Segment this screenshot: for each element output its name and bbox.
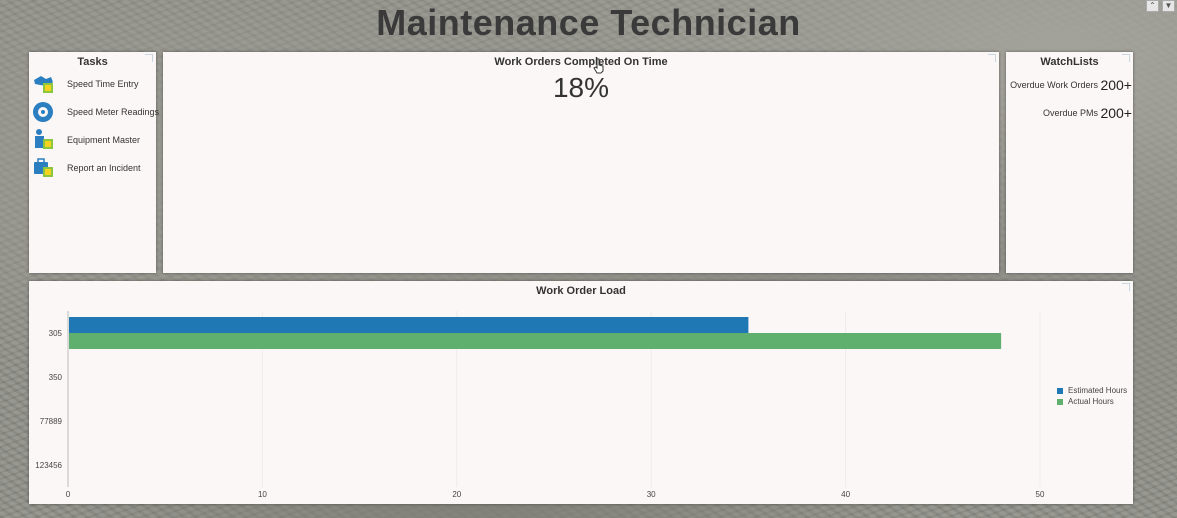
legend-item-actual[interactable]: Actual Hours xyxy=(1057,396,1127,407)
y-tick-label: 305 xyxy=(49,329,63,338)
incident-report-icon xyxy=(31,156,57,180)
estimated-hours-bar xyxy=(69,317,749,333)
filter-icon[interactable]: ▼ xyxy=(1162,0,1175,12)
x-tick-label: 10 xyxy=(258,490,267,499)
work-orders-panel: Work Orders Completed On Time 18% xyxy=(163,52,999,273)
x-tick-label: 40 xyxy=(841,490,850,499)
task-speed-meter-readings[interactable]: Speed Meter Readings xyxy=(31,100,159,124)
work-order-load-chart: 0 10 20 30 40 50 305 350 77889 123456 xyxy=(35,311,1045,499)
time-entry-icon xyxy=(31,72,57,96)
x-tick-label: 20 xyxy=(452,490,461,499)
watchlist-overdue-pms[interactable]: Overdue PMs 200+ xyxy=(1006,105,1133,121)
legend-swatch xyxy=(1057,387,1063,394)
expand-icon[interactable] xyxy=(145,54,153,62)
x-tick-label: 50 xyxy=(1036,490,1045,499)
tasks-panel: Tasks Speed Time Entry Speed Meter Readi… xyxy=(29,52,159,273)
expand-icon[interactable] xyxy=(1122,283,1130,291)
corner-icons: ⌃ ▼ xyxy=(1146,0,1175,12)
legend-swatch xyxy=(1057,398,1063,405)
watchlists-panel: WatchLists Overdue Work Orders 200+ Over… xyxy=(1006,52,1133,273)
watchlist-count: 200+ xyxy=(1100,105,1132,121)
expand-icon[interactable] xyxy=(1122,54,1130,62)
equipment-master-icon xyxy=(31,128,57,152)
task-label: Speed Meter Readings xyxy=(67,107,160,117)
actual-hours-bar xyxy=(69,333,1002,349)
expand-icon[interactable] xyxy=(988,54,996,62)
y-tick-label: 350 xyxy=(49,373,63,382)
watchlist-label: Overdue PMs xyxy=(1042,108,1098,118)
y-tick-label: 123456 xyxy=(35,461,62,470)
hand-cursor-icon xyxy=(593,58,604,74)
task-report-incident[interactable]: Report an Incident xyxy=(31,156,141,180)
task-label: Equipment Master xyxy=(67,135,141,145)
task-label: Report an Incident xyxy=(67,163,141,173)
work-order-load-panel: Work Order Load 0 10 20 30 40 50 305 350 77889 12… xyxy=(29,281,1133,504)
work-orders-title: Work Orders Completed On Time xyxy=(494,56,668,68)
watchlist-label: Overdue Work Orders xyxy=(1010,80,1098,90)
y-tick-label: 77889 xyxy=(40,417,63,426)
tasks-title: Tasks xyxy=(77,56,108,68)
meter-readings-icon xyxy=(31,100,57,124)
task-label: Speed Time Entry xyxy=(67,79,139,89)
x-tick-label: 0 xyxy=(66,490,71,499)
watchlist-count: 200+ xyxy=(1100,77,1132,93)
chart-title: Work Order Load xyxy=(536,285,626,297)
x-tick-label: 30 xyxy=(647,490,656,499)
task-speed-time-entry[interactable]: Speed Time Entry xyxy=(31,72,139,96)
collapse-icon[interactable]: ⌃ xyxy=(1146,0,1159,12)
watchlists-title: WatchLists xyxy=(1040,56,1099,68)
work-orders-percent[interactable]: 18% xyxy=(552,72,610,103)
legend-label: Estimated Hours xyxy=(1068,386,1128,395)
chart-legend: Estimated Hours Actual Hours xyxy=(1057,385,1127,407)
task-equipment-master[interactable]: Equipment Master xyxy=(31,128,140,152)
legend-item-estimated[interactable]: Estimated Hours xyxy=(1057,385,1127,396)
page-title: Maintenance Technician xyxy=(376,2,801,43)
watchlist-overdue-work-orders[interactable]: Overdue Work Orders 200+ xyxy=(1006,77,1133,93)
legend-label: Actual Hours xyxy=(1068,397,1114,406)
